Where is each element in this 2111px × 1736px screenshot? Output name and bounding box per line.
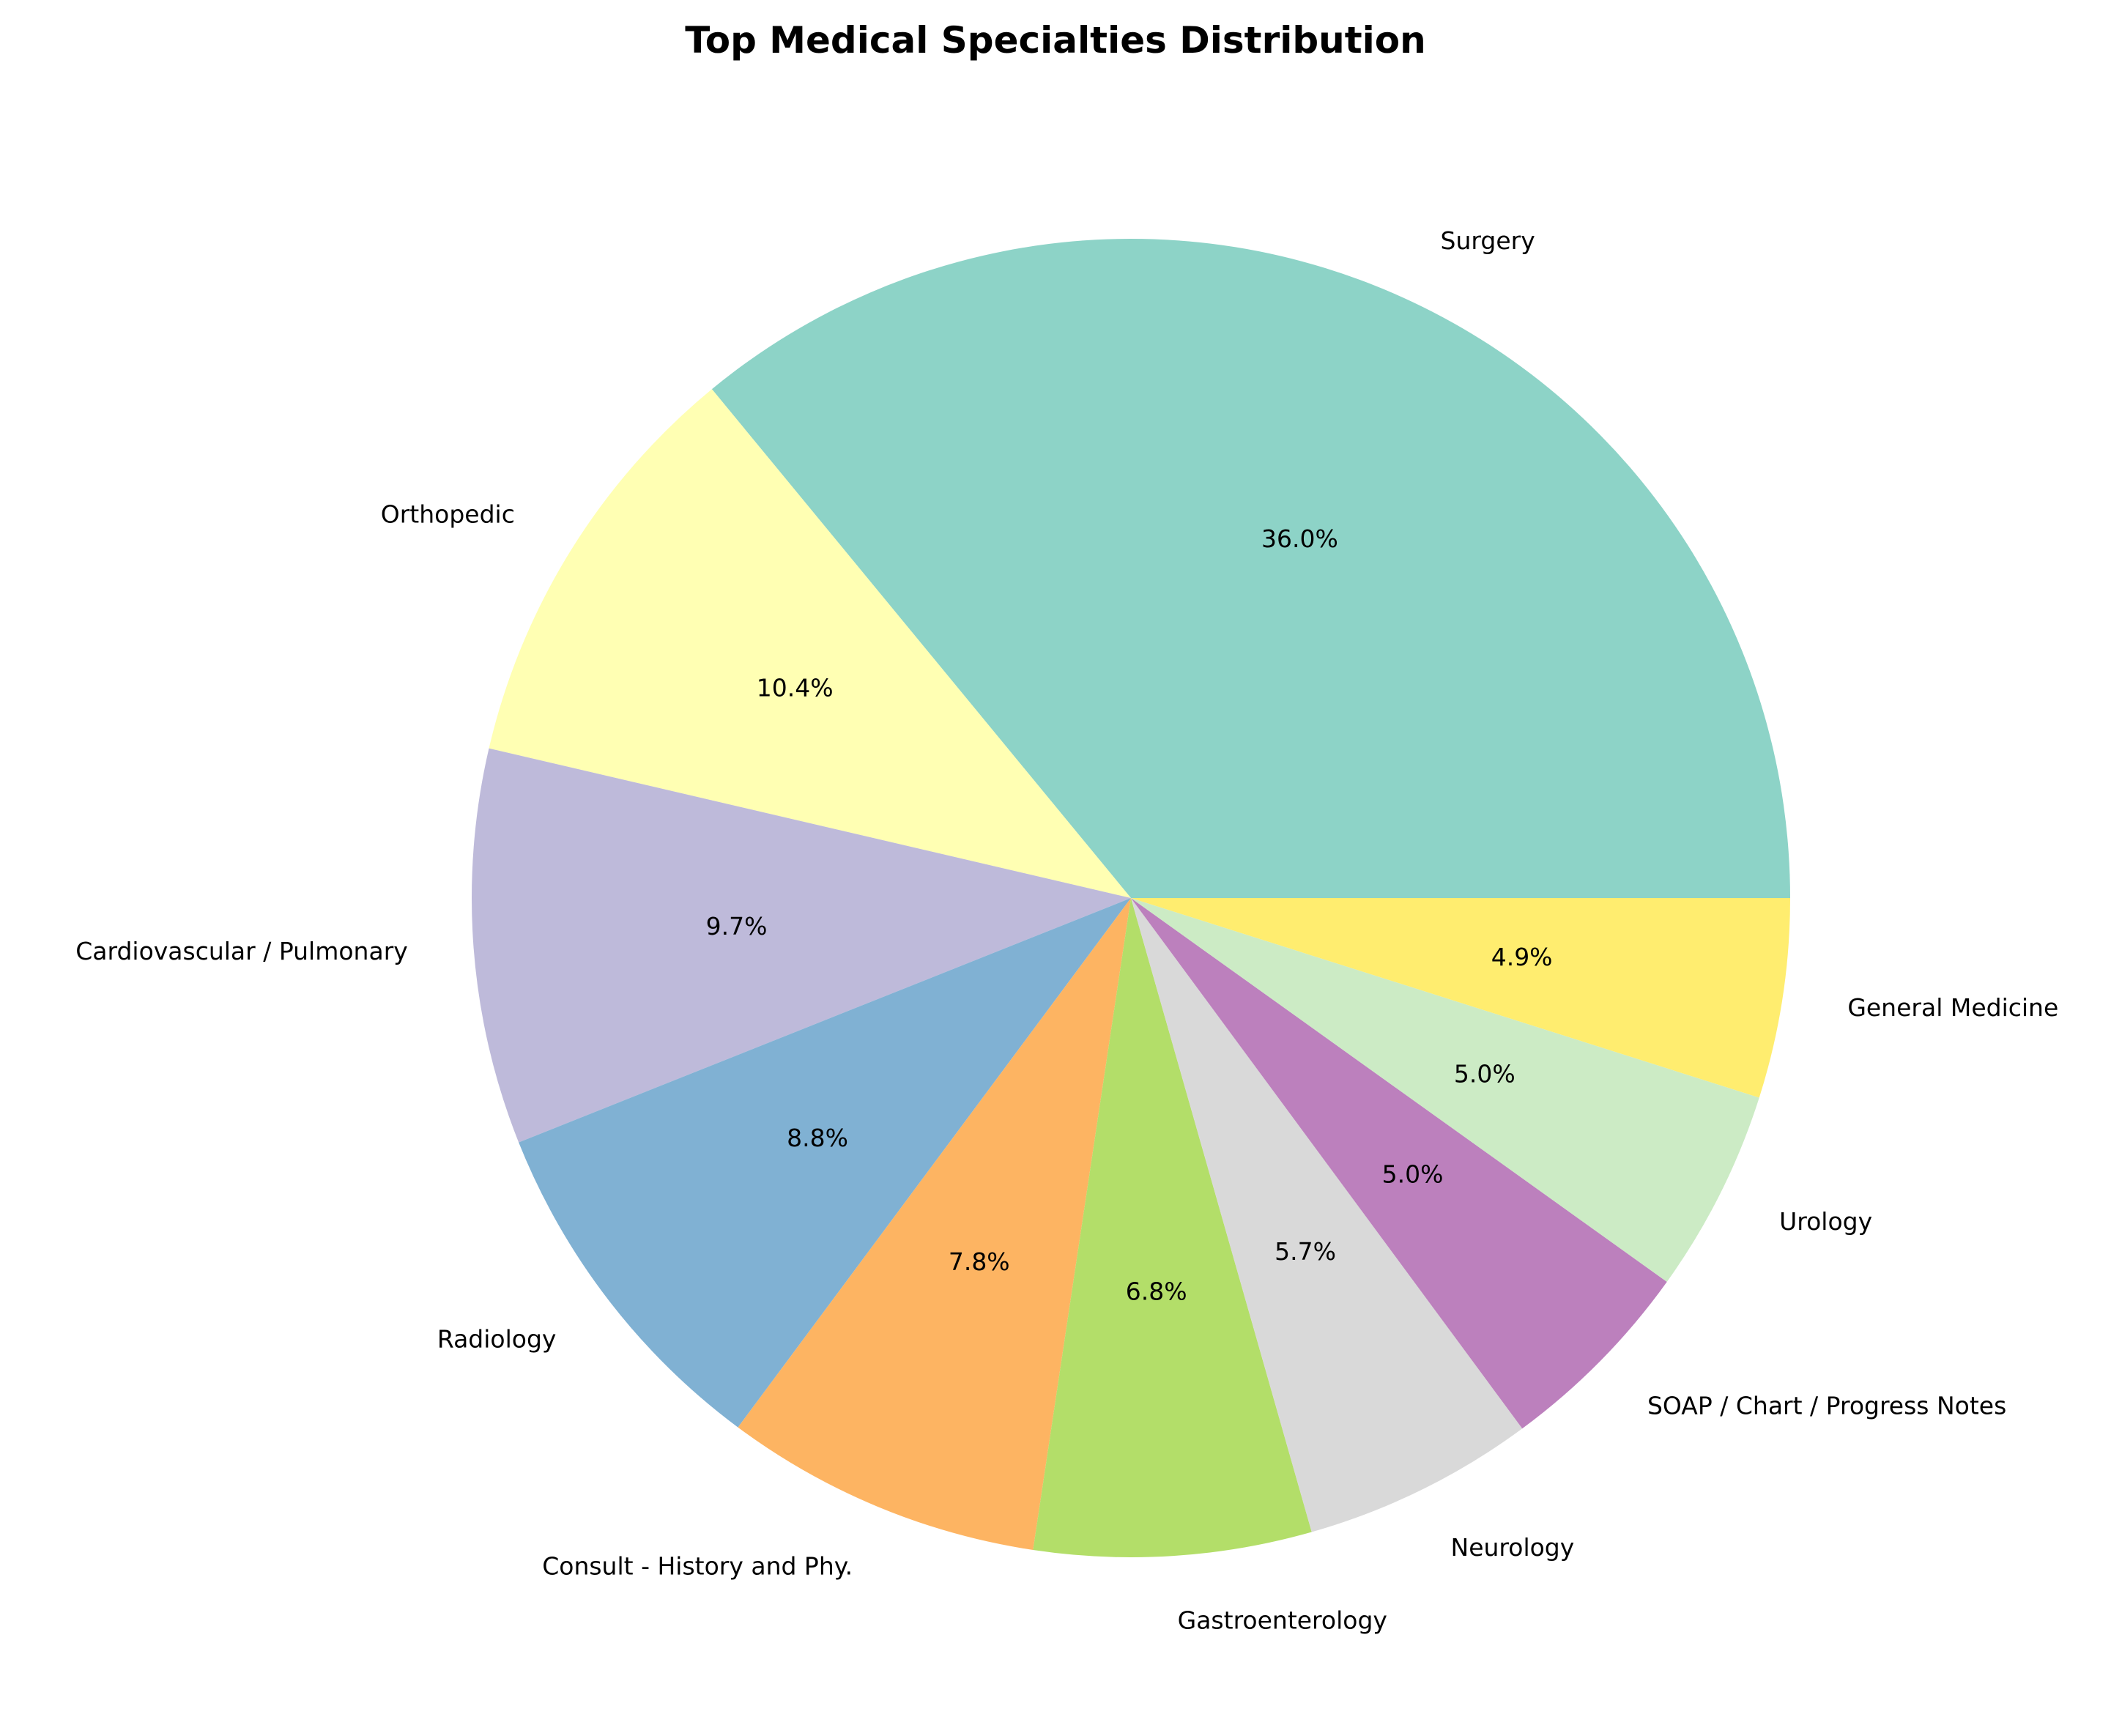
slice-label-gastroenterology: Gastroenterology: [1178, 1606, 1387, 1634]
slice-percent-neurology: 5.7%: [1275, 1237, 1336, 1266]
pie-slice-general-medicine: [1131, 898, 1790, 1098]
slice-percent-cardiovascular-pulmonary: 9.7%: [706, 912, 768, 941]
pie-slice-orthopedic: [489, 389, 1131, 898]
pie-slice-soap-chart-progress-notes: [1131, 898, 1667, 1429]
slice-label-urology: Urology: [1779, 1207, 1872, 1236]
slice-percent-surgery: 36.0%: [1261, 524, 1338, 553]
slice-label-orthopedic: Orthopedic: [381, 500, 515, 528]
pie-slice-radiology: [519, 898, 1131, 1428]
slice-label-soap-chart-progress-notes: SOAP / Chart / Progress Notes: [1647, 1392, 2006, 1420]
slice-label-cardiovascular-pulmonary: Cardiovascular / Pulmonary: [75, 937, 408, 965]
slice-label-general-medicine: General Medicine: [1847, 993, 2058, 1022]
pie-slice-gastroenterology: [1033, 898, 1312, 1557]
slice-percent-general-medicine: 4.9%: [1491, 943, 1553, 971]
pie-slices: [472, 239, 1790, 1557]
slice-percent-orthopedic: 10.4%: [757, 674, 834, 702]
slice-label-surgery: Surgery: [1441, 226, 1535, 255]
pie-slice-cardiovascular-pulmonary: [472, 748, 1131, 1143]
slice-percent-gastroenterology: 6.8%: [1126, 1277, 1187, 1305]
slice-percent-urology: 5.0%: [1454, 1059, 1515, 1088]
slice-percent-radiology: 8.8%: [787, 1124, 848, 1152]
slice-percent-consult-history-and-phy: 7.8%: [949, 1247, 1010, 1276]
pie-percent-labels: 36.0% 10.4% 9.7% 8.8% 7.8% 6.8% 5.7% 5.0% 5.0% 4.…: [706, 524, 1553, 1305]
chart-title: Top Medical Specialties Distribution: [685, 19, 1426, 62]
pie-labels: Surgery Orthopedic Cardiovascular / Pulmon…: [75, 226, 2058, 1634]
pie-slice-urology: [1131, 898, 1759, 1282]
slice-label-consult-history-and-phy: Consult - History and Phy.: [542, 1552, 853, 1581]
slice-label-neurology: Neurology: [1451, 1533, 1575, 1562]
pie-slice-consult-history-and-phy: [738, 898, 1131, 1551]
pie-slice-surgery: [711, 239, 1790, 898]
slice-percent-soap-chart-progress-notes: 5.0%: [1382, 1160, 1444, 1189]
slice-label-radiology: Radiology: [437, 1324, 557, 1353]
pie-slice-neurology: [1131, 898, 1523, 1532]
